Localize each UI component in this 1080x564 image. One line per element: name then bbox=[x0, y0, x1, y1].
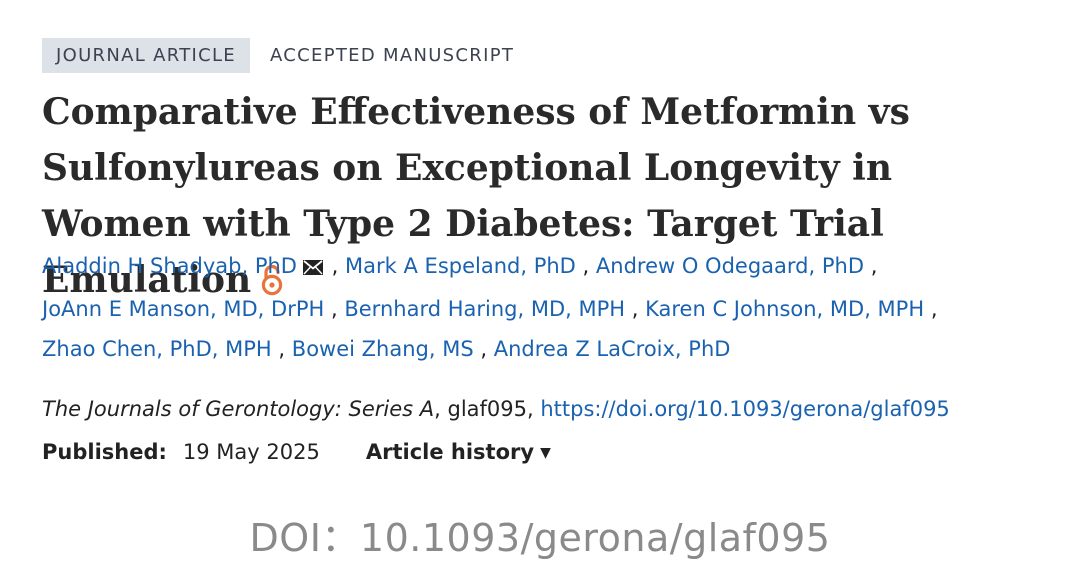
citation-line: The Journals of Gerontology: Series A, g… bbox=[42, 393, 950, 425]
author-link[interactable]: Karen C Johnson, MD, MPH bbox=[645, 296, 925, 321]
article-id: , glaf095, bbox=[434, 397, 541, 421]
author-separator: , bbox=[930, 296, 938, 321]
mail-icon[interactable] bbox=[302, 248, 323, 289]
publication-info: Published: 19 May 2025 Article history ▼ bbox=[42, 436, 551, 469]
author-list: Aladdin H Shadyab, PhD , Mark A Espeland… bbox=[42, 246, 1062, 370]
caret-down-icon: ▼ bbox=[540, 445, 551, 461]
article-title-text: Comparative Effectiveness of Metformin v… bbox=[42, 91, 910, 301]
author-link[interactable]: Aladdin H Shadyab, PhD bbox=[42, 254, 297, 278]
article-badges: JOURNAL ARTICLE ACCEPTED MANUSCRIPT bbox=[42, 38, 514, 73]
author-link[interactable]: Andrea Z LaCroix, PhD bbox=[493, 337, 731, 361]
author-separator: , bbox=[631, 296, 639, 321]
author-link[interactable]: Bowei Zhang, MS bbox=[291, 337, 474, 361]
article-history-toggle[interactable]: Article history ▼ bbox=[366, 436, 551, 469]
doi-link[interactable]: https://doi.org/10.1093/gerona/glaf095 bbox=[540, 397, 950, 421]
article-title: Comparative Effectiveness of Metformin v… bbox=[42, 84, 1052, 312]
author-separator: , bbox=[582, 254, 590, 278]
open-access-lock-icon[interactable] bbox=[259, 256, 285, 312]
manuscript-status-badge: ACCEPTED MANUSCRIPT bbox=[269, 44, 515, 66]
author-link[interactable]: JoAnn E Manson, MD, DrPH bbox=[42, 296, 325, 321]
author-separator: , bbox=[331, 254, 339, 278]
author-separator: , bbox=[330, 296, 338, 321]
article-type-badge: JOURNAL ARTICLE bbox=[42, 38, 250, 73]
doi-caption: DOI：10.1093/gerona/glaf095 bbox=[249, 516, 831, 560]
author-separator: , bbox=[278, 337, 286, 361]
author-link[interactable]: Andrew O Odegaard, PhD bbox=[595, 254, 864, 278]
author-link[interactable]: Mark A Espeland, PhD bbox=[345, 254, 576, 278]
published-label: Published: bbox=[42, 440, 167, 464]
published-date: 19 May 2025 bbox=[182, 440, 320, 464]
article-history-label: Article history bbox=[365, 440, 535, 464]
author-separator: , bbox=[480, 337, 488, 361]
author-separator: , bbox=[870, 254, 878, 278]
journal-name: The Journals of Gerontology: Series A bbox=[42, 397, 435, 421]
author-link[interactable]: Zhao Chen, PhD, MPH bbox=[42, 337, 272, 361]
author-link[interactable]: Bernhard Haring, MD, MPH bbox=[344, 296, 626, 321]
